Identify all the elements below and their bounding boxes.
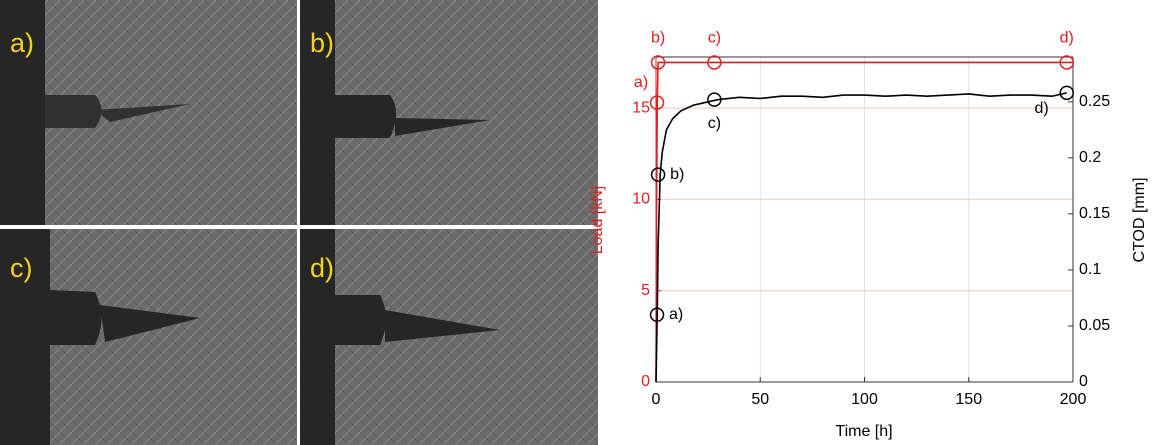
y-tick-label: 10 [632,191,650,208]
marker-label: c) [708,30,721,47]
photo [0,0,297,225]
photo [300,0,598,225]
y2-tick-label: 0.1 [1079,261,1101,278]
marker-label: d) [1035,100,1049,117]
panel-label: d) [310,253,334,283]
marker-label: c) [708,115,721,132]
photo [0,229,297,445]
marker [649,307,665,323]
marker-label: d) [1060,30,1074,47]
marker-label: a) [634,74,648,91]
marker-label: b) [670,166,684,183]
y2-tick-label: 0.2 [1079,149,1101,166]
x-tick-label: 150 [955,391,982,408]
marker [1059,55,1074,70]
marker-label: a) [669,306,683,323]
marker [707,55,722,70]
data-line [655,61,1073,383]
x-tick-label: 200 [1060,391,1087,408]
x-tick-label: 50 [751,391,769,408]
marker [650,55,666,70]
y2-axis-title: CTOD [mm] [1131,177,1148,262]
marker [707,92,722,107]
y-axis-title: Load [kN] [589,186,606,254]
marker [649,95,665,110]
photo [300,229,598,445]
panel-label: a) [10,28,34,58]
x-tick-label: 0 [652,391,661,408]
y-tick-label: 0 [641,373,650,390]
data-line [655,92,1067,383]
y2-tick-label: 0.15 [1079,205,1110,222]
y-tick-label: 15 [632,99,650,116]
y-tick-label: 5 [641,282,650,299]
marker-label: b) [651,30,665,47]
panel-label: c) [10,253,33,283]
marker [650,167,666,182]
photo-panels: a) b) c) d) [0,0,598,445]
y2-tick-label: 0.05 [1079,317,1110,334]
x-axis-title: Time [h] [835,423,892,440]
y2-tick-label: 0 [1079,373,1088,390]
y2-tick-label: 0.25 [1079,93,1110,110]
marker [1059,85,1074,101]
x-tick-label: 100 [851,391,878,408]
panel-label: b) [310,28,334,58]
